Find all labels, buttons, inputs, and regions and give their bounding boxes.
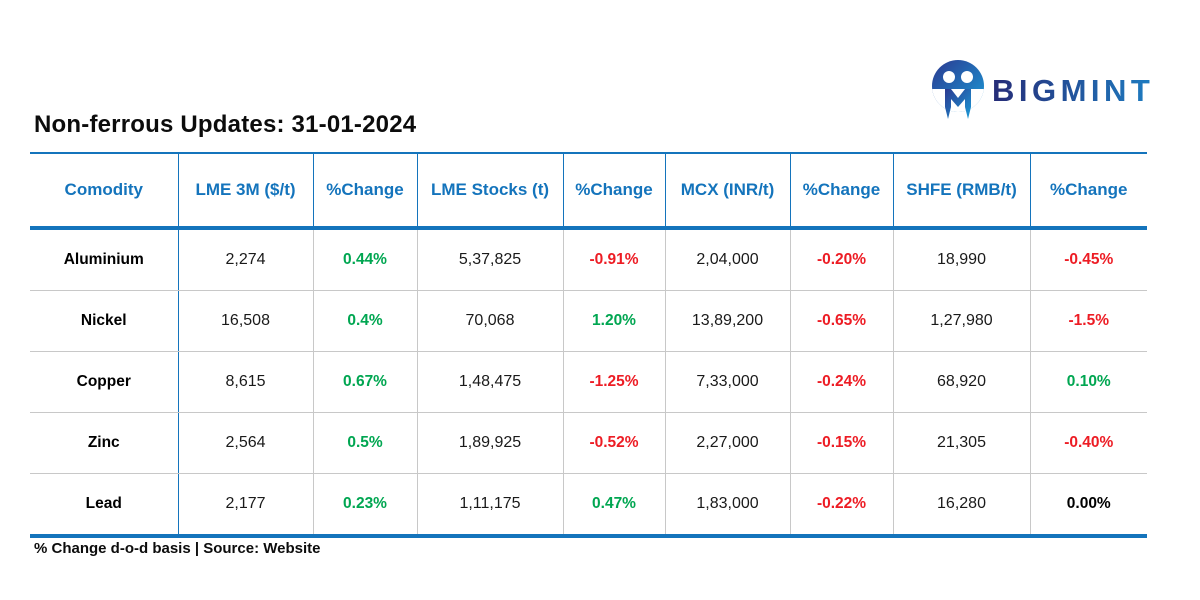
table-row-copper: Copper 8,615 0.67% 1,48,475 -1.25% 7,33,… bbox=[30, 351, 1147, 413]
pct-change-cell: -0.52% bbox=[563, 412, 666, 474]
bigmint-wordmark: BIGMINT bbox=[992, 73, 1154, 108]
pct-change-cell: -0.40% bbox=[1030, 412, 1147, 474]
pct-change-cell: 0.00% bbox=[1030, 473, 1147, 538]
value-cell: 1,89,925 bbox=[417, 412, 564, 474]
value-cell: 68,920 bbox=[893, 351, 1031, 413]
pct-change-cell: 0.10% bbox=[1030, 351, 1147, 413]
col-header-shfe: SHFE (RMB/t) bbox=[893, 153, 1031, 230]
col-header-lme-3m: LME 3M ($/t) bbox=[178, 153, 314, 230]
table-row-zinc: Zinc 2,564 0.5% 1,89,925 -0.52% 2,27,000… bbox=[30, 412, 1147, 474]
table-body: Aluminium 2,274 0.44% 5,37,825 -0.91% 2,… bbox=[30, 228, 1147, 538]
value-cell: 7,33,000 bbox=[665, 351, 791, 413]
table-row-lead: Lead 2,177 0.23% 1,11,175 0.47% 1,83,000… bbox=[30, 473, 1147, 538]
value-cell: 70,068 bbox=[417, 290, 564, 352]
pct-change-cell: 1.20% bbox=[563, 290, 666, 352]
commodity-cell: Zinc bbox=[30, 412, 179, 474]
table-row-nickel: Nickel 16,508 0.4% 70,068 1.20% 13,89,20… bbox=[30, 290, 1147, 352]
value-cell: 1,48,475 bbox=[417, 351, 564, 413]
pct-change-cell: -0.65% bbox=[790, 290, 894, 352]
commodity-cell: Lead bbox=[30, 473, 179, 538]
value-cell: 2,27,000 bbox=[665, 412, 791, 474]
value-cell: 1,11,175 bbox=[417, 473, 564, 538]
commodity-cell: Copper bbox=[30, 351, 179, 413]
updates-table-wrap: Comodity LME 3M ($/t) %Change LME Stocks… bbox=[30, 152, 1147, 538]
pct-change-cell: -1.25% bbox=[563, 351, 666, 413]
value-cell: 13,89,200 bbox=[665, 290, 791, 352]
pct-change-cell: -0.15% bbox=[790, 412, 894, 474]
table-header: Comodity LME 3M ($/t) %Change LME Stocks… bbox=[30, 153, 1147, 230]
value-cell: 21,305 bbox=[893, 412, 1031, 474]
col-header-comodity: Comodity bbox=[30, 153, 179, 230]
pct-change-cell: 0.5% bbox=[313, 412, 418, 474]
value-cell: 2,177 bbox=[178, 473, 314, 538]
pct-change-cell: 0.47% bbox=[563, 473, 666, 538]
value-cell: 8,615 bbox=[178, 351, 314, 413]
col-header-mcx: MCX (INR/t) bbox=[665, 153, 791, 230]
footnote: % Change d-o-d basis | Source: Website bbox=[34, 540, 321, 557]
bigmint-icon bbox=[932, 60, 984, 119]
value-cell: 5,37,825 bbox=[417, 228, 564, 291]
col-header-pct-change-shfe: %Change bbox=[1030, 153, 1147, 230]
value-cell: 1,27,980 bbox=[893, 290, 1031, 352]
pct-change-cell: 0.4% bbox=[313, 290, 418, 352]
pct-change-cell: 0.23% bbox=[313, 473, 418, 538]
col-header-pct-change-lme: %Change bbox=[313, 153, 418, 230]
pct-change-cell: -0.24% bbox=[790, 351, 894, 413]
value-cell: 1,83,000 bbox=[665, 473, 791, 538]
value-cell: 2,04,000 bbox=[665, 228, 791, 291]
bigmint-logo: BIGMINT bbox=[932, 60, 1154, 119]
page-title: Non-ferrous Updates: 31-01-2024 bbox=[34, 111, 417, 138]
pct-change-cell: -0.45% bbox=[1030, 228, 1147, 291]
pct-change-cell: -0.22% bbox=[790, 473, 894, 538]
pct-change-cell: -0.91% bbox=[563, 228, 666, 291]
col-header-lme-stocks: LME Stocks (t) bbox=[417, 153, 564, 230]
commodity-cell: Aluminium bbox=[30, 228, 179, 291]
value-cell: 16,280 bbox=[893, 473, 1031, 538]
pct-change-cell: 0.44% bbox=[313, 228, 418, 291]
pct-change-cell: 0.67% bbox=[313, 351, 418, 413]
header-row: Comodity LME 3M ($/t) %Change LME Stocks… bbox=[30, 153, 1147, 230]
commodity-cell: Nickel bbox=[30, 290, 179, 352]
table-row-aluminium: Aluminium 2,274 0.44% 5,37,825 -0.91% 2,… bbox=[30, 228, 1147, 291]
pct-change-cell: -1.5% bbox=[1030, 290, 1147, 352]
pct-change-cell: -0.20% bbox=[790, 228, 894, 291]
value-cell: 2,564 bbox=[178, 412, 314, 474]
col-header-pct-change-stocks: %Change bbox=[563, 153, 666, 230]
value-cell: 18,990 bbox=[893, 228, 1031, 291]
col-header-pct-change-mcx: %Change bbox=[790, 153, 894, 230]
value-cell: 2,274 bbox=[178, 228, 314, 291]
non-ferrous-table: Comodity LME 3M ($/t) %Change LME Stocks… bbox=[30, 152, 1147, 538]
value-cell: 16,508 bbox=[178, 290, 314, 352]
